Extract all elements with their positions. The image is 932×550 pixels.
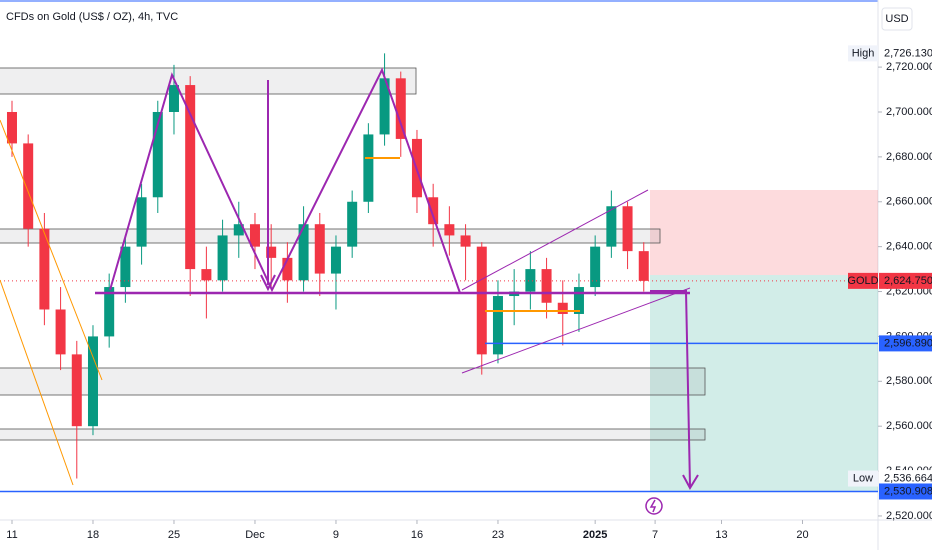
zone — [0, 428, 706, 441]
candle-body — [428, 197, 439, 225]
candle-body — [152, 111, 163, 198]
price-name: Low — [853, 472, 873, 484]
arrow-head — [682, 474, 699, 491]
candle-body — [379, 78, 390, 135]
target-arrow — [650, 290, 691, 487]
price-label-box — [879, 483, 932, 500]
channel-line — [461, 189, 649, 291]
price-label: 2,530.908 — [884, 485, 932, 497]
x-tick-label: 11 — [6, 529, 17, 541]
candle-body — [217, 235, 228, 281]
candle-body — [136, 197, 147, 247]
orange-lines — [0, 119, 580, 486]
x-tick-label: 18 — [87, 529, 99, 541]
zone — [0, 228, 661, 244]
x-tick-label: 13 — [715, 529, 727, 541]
price-label-box — [878, 44, 932, 62]
candle-body — [39, 228, 50, 310]
candle-body — [201, 269, 212, 281]
currency-button[interactable] — [881, 7, 913, 31]
x-tick-label: Dec — [245, 529, 265, 541]
candle-body — [347, 201, 358, 247]
y-tick-label: 2,700.000 — [886, 106, 932, 118]
price-name: High — [852, 47, 875, 59]
x-tick-label: 23 — [492, 529, 504, 541]
candle-body — [573, 287, 584, 314]
price-label: 2,624.750 — [884, 275, 932, 287]
y-tick-label: 2,640.000 — [886, 241, 932, 253]
event-icon-bolt — [649, 499, 657, 513]
y-tick-label: 2,520.000 — [886, 510, 932, 522]
price-name-box — [848, 272, 878, 289]
candle-body — [330, 246, 341, 274]
y-tick-label: 2,680.000 — [886, 151, 932, 163]
candle-body — [298, 224, 309, 281]
y-tick-label: 2,660.000 — [886, 196, 932, 208]
price-label: 2,726.130 — [884, 47, 932, 59]
chart-title: CFDs on Gold (US$ / OZ), 4h, TVC — [6, 11, 178, 23]
channel-line — [461, 287, 691, 374]
candle-body — [282, 257, 293, 281]
y-tick-label: 2,720.000 — [886, 61, 932, 73]
candle-body — [6, 111, 17, 144]
price-name-box — [848, 45, 878, 62]
candle-body — [55, 309, 66, 355]
candle-body — [557, 302, 568, 314]
candle-body — [185, 85, 196, 270]
arrow-head — [260, 274, 276, 292]
candle-body — [525, 269, 536, 292]
x-tick-label: 16 — [411, 529, 423, 541]
candle-body — [249, 224, 260, 247]
candle-body — [460, 235, 471, 247]
x-tick-label: 25 — [168, 529, 180, 541]
currency: USD — [885, 13, 908, 25]
price-label: 2,596.890 — [884, 337, 932, 349]
trend-line — [0, 279, 74, 486]
zone — [0, 67, 417, 95]
candle-body — [233, 224, 244, 236]
purple-drawings — [95, 67, 699, 491]
candle-body — [476, 246, 487, 355]
y-tick-label: 2,560.000 — [886, 420, 932, 432]
stop-zone — [650, 190, 878, 275]
candle-body — [23, 143, 34, 229]
candle-body — [104, 287, 115, 337]
x-tick-label: 20 — [796, 529, 808, 541]
candle-body — [492, 296, 503, 355]
event-icon[interactable] — [645, 497, 663, 515]
candle-body — [266, 246, 277, 258]
zone — [0, 367, 706, 396]
candle-body — [314, 224, 325, 274]
candle-body — [606, 206, 617, 247]
x-tick-label: 9 — [333, 529, 339, 541]
price-label-box — [879, 335, 932, 352]
candle-body — [87, 336, 98, 427]
candle-body — [541, 269, 552, 303]
candle-body — [638, 251, 649, 281]
candle-body — [395, 78, 406, 139]
zones — [0, 67, 706, 441]
x-tick-label: 2025 — [583, 529, 607, 541]
candle-body — [120, 246, 131, 288]
price-name-box — [848, 470, 878, 487]
price-name: GOLD — [847, 275, 878, 287]
candle-body — [590, 246, 601, 288]
candle-body — [168, 85, 179, 112]
candle-body — [363, 134, 374, 202]
y-tick-label: 2,580.000 — [886, 375, 932, 387]
candle-body — [71, 354, 82, 427]
price-label-box — [879, 272, 932, 289]
candle-body — [444, 224, 455, 236]
price-label: 2,536.664 — [884, 472, 932, 484]
trend-line — [0, 119, 103, 381]
candle-body — [622, 206, 633, 252]
pattern — [109, 67, 461, 294]
x-tick-label: 7 — [652, 529, 658, 541]
